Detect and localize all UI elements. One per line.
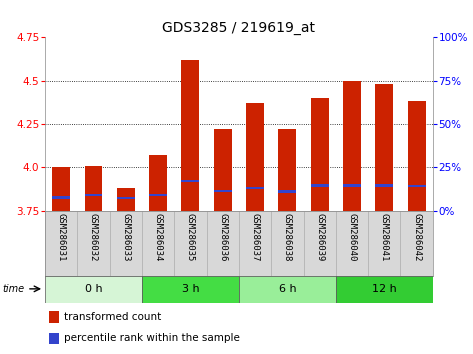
Bar (239, 276, 336, 303)
Bar (336, 276, 433, 303)
Bar (376, 184, 393, 187)
Bar (182, 60, 199, 211)
Bar (401, 211, 433, 276)
Bar (214, 129, 232, 211)
Bar (239, 211, 271, 276)
Bar (49, 311, 59, 323)
Bar (279, 129, 296, 211)
Bar (142, 276, 239, 303)
Bar (304, 211, 336, 276)
Text: GSM286032: GSM286032 (89, 213, 98, 261)
Bar (207, 211, 239, 276)
Bar (279, 190, 296, 193)
Bar (408, 101, 426, 211)
Text: GSM286031: GSM286031 (57, 213, 66, 261)
Text: GSM286042: GSM286042 (412, 213, 421, 261)
Bar (343, 184, 361, 187)
Text: GSM286036: GSM286036 (218, 213, 227, 261)
Bar (149, 155, 167, 211)
Bar (174, 211, 207, 276)
Bar (408, 185, 426, 187)
Bar (77, 211, 110, 276)
Bar (52, 196, 70, 199)
Text: 12 h: 12 h (372, 284, 397, 295)
Text: 0 h: 0 h (85, 284, 102, 295)
Bar (311, 98, 329, 211)
Text: GSM286038: GSM286038 (283, 213, 292, 261)
Bar (117, 188, 135, 211)
Text: GSM286039: GSM286039 (315, 213, 324, 261)
Bar (246, 103, 264, 211)
Bar (271, 211, 304, 276)
Text: GSM286035: GSM286035 (186, 213, 195, 261)
Bar (368, 211, 401, 276)
Bar (149, 194, 167, 196)
Text: GSM286040: GSM286040 (348, 213, 357, 261)
Bar (336, 211, 368, 276)
Bar (45, 276, 142, 303)
Bar (52, 167, 70, 211)
Text: time: time (2, 284, 25, 294)
Text: GSM286033: GSM286033 (121, 213, 130, 261)
Text: GSM286037: GSM286037 (251, 213, 260, 261)
Bar (376, 84, 393, 211)
Bar (117, 197, 135, 199)
Bar (85, 166, 102, 211)
Text: 3 h: 3 h (182, 284, 199, 295)
Text: 6 h: 6 h (279, 284, 296, 295)
Bar (110, 211, 142, 276)
Bar (182, 180, 199, 182)
Text: GSM286034: GSM286034 (154, 213, 163, 261)
Bar (311, 184, 329, 187)
Bar (85, 194, 102, 196)
Text: percentile rank within the sample: percentile rank within the sample (64, 333, 240, 343)
Bar (343, 81, 361, 211)
Bar (45, 211, 77, 276)
Text: GSM286041: GSM286041 (380, 213, 389, 261)
Bar (246, 187, 264, 189)
Bar (214, 190, 232, 192)
Text: transformed count: transformed count (64, 312, 162, 322)
Title: GDS3285 / 219619_at: GDS3285 / 219619_at (162, 21, 315, 35)
Bar (142, 211, 174, 276)
Bar (49, 332, 59, 344)
